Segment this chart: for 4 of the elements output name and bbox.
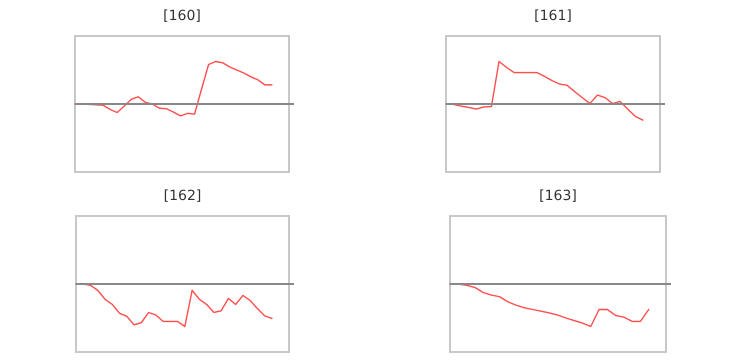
chart-title: [160]	[163, 8, 201, 24]
chart-title: [163]	[539, 188, 577, 204]
chart-title: [161]	[534, 8, 572, 24]
chart-title: [162]	[164, 188, 202, 204]
